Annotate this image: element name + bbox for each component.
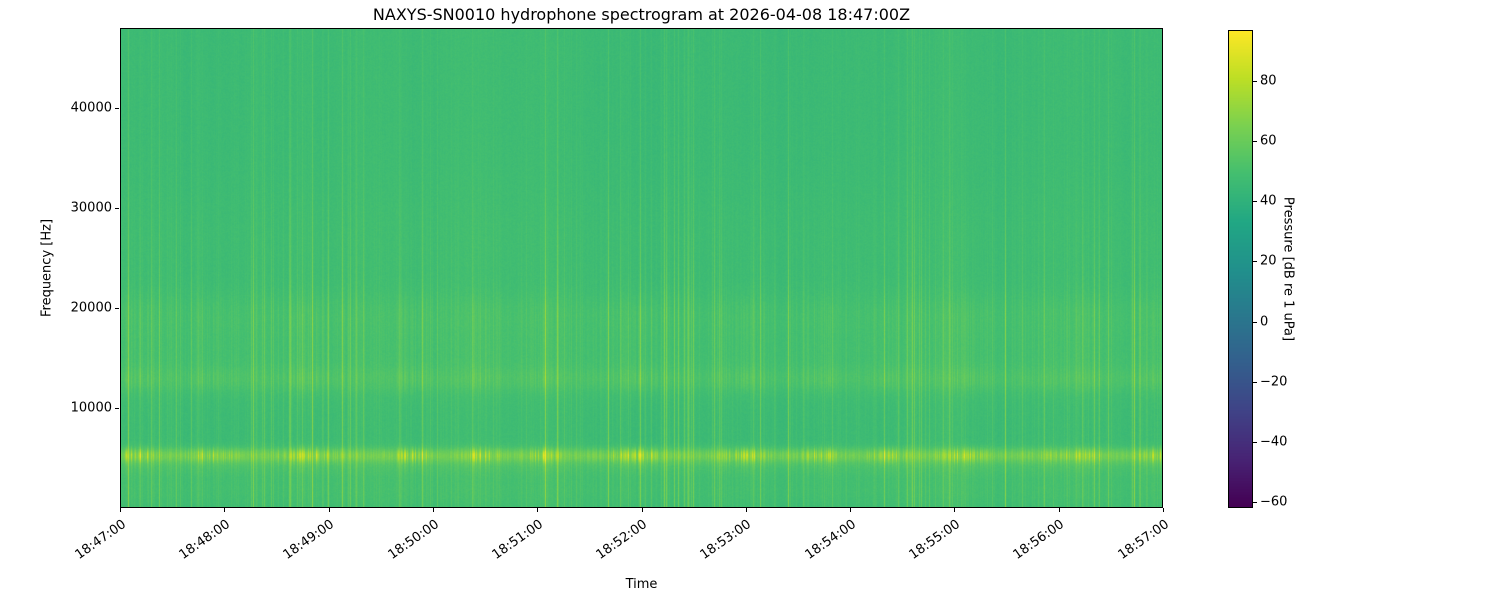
x-tick-label: 18:55:00 (906, 517, 963, 563)
chart-title: NAXYS-SN0010 hydrophone spectrogram at 2… (372, 5, 911, 24)
colorbar-tick-label: 20 (1260, 253, 1277, 269)
y-axis-label: Frequency [Hz] (39, 218, 55, 318)
tick-mark (1058, 508, 1060, 512)
x-tick-label: 18:50:00 (385, 517, 442, 563)
tick-mark (119, 508, 121, 512)
tick-mark (1253, 260, 1257, 262)
colorbar-tick-label: 40 (1260, 193, 1277, 209)
y-tick-label: 30000 (70, 200, 112, 216)
tick-mark (1253, 441, 1257, 443)
tick-mark (1253, 381, 1257, 383)
tick-mark (849, 508, 851, 512)
tick-mark (1253, 501, 1257, 503)
tick-mark (223, 508, 225, 512)
tick-mark (1253, 200, 1257, 202)
spectrogram-canvas (121, 29, 1162, 507)
y-tick-label: 40000 (70, 100, 112, 116)
colorbar-tick-label: −60 (1260, 494, 1288, 510)
tick-mark (745, 508, 747, 512)
tick-mark (115, 207, 119, 209)
x-tick-label: 18:54:00 (802, 517, 859, 563)
x-tick-label: 18:48:00 (176, 517, 233, 563)
y-tick-label: 20000 (70, 300, 112, 316)
x-tick-label: 18:57:00 (1115, 517, 1172, 563)
colorbar-canvas (1229, 31, 1252, 507)
tick-mark (953, 508, 955, 512)
tick-mark (1253, 80, 1257, 82)
x-tick-label: 18:47:00 (72, 517, 129, 563)
colorbar-tick-label: −40 (1260, 434, 1288, 450)
colorbar-tick-label: 0 (1260, 314, 1269, 330)
x-tick-label: 18:49:00 (280, 517, 338, 563)
x-tick-label: 18:56:00 (1010, 517, 1068, 563)
tick-mark (1253, 140, 1257, 142)
x-axis-label: Time (625, 577, 658, 592)
x-tick-label: 18:51:00 (489, 517, 546, 563)
tick-mark (115, 407, 119, 409)
tick-mark (536, 508, 538, 512)
y-tick-label: 10000 (70, 400, 112, 416)
colorbar-tick-label: 80 (1260, 73, 1277, 89)
colorbar-tick-label: −20 (1260, 374, 1288, 390)
x-tick-label: 18:53:00 (697, 517, 755, 563)
colorbar-label: Pressure [dB re 1 uPa] (1280, 196, 1296, 342)
colorbar (1228, 30, 1253, 508)
colorbar-tick-label: 60 (1260, 133, 1277, 149)
tick-mark (115, 107, 119, 109)
tick-mark (115, 307, 119, 309)
tick-mark (1253, 321, 1257, 323)
tick-mark (432, 508, 434, 512)
tick-mark (328, 508, 330, 512)
tick-mark (1162, 508, 1164, 512)
x-tick-label: 18:52:00 (593, 517, 651, 563)
tick-mark (641, 508, 643, 512)
spectrogram-plot (120, 28, 1163, 508)
